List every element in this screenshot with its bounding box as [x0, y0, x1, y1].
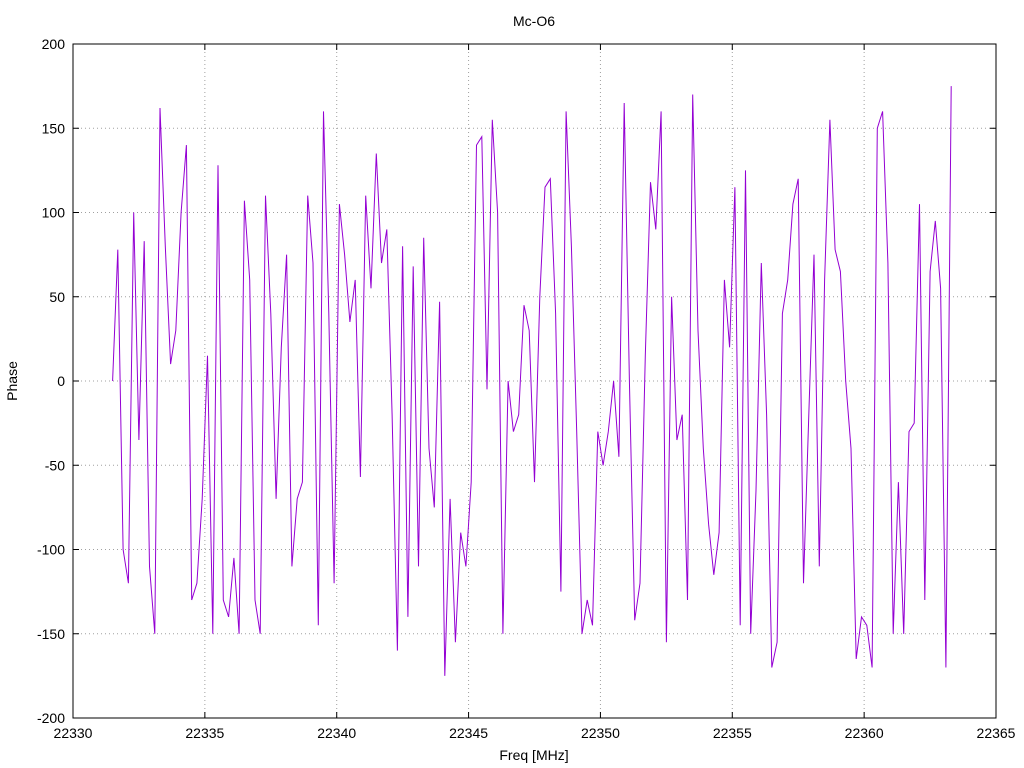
series-line-phase — [112, 86, 952, 676]
x-tick-label: 22350 — [581, 725, 620, 741]
chart-title: Mc-O6 — [513, 13, 555, 29]
y-tick-label: 0 — [57, 373, 65, 389]
x-tick-label: 22335 — [185, 725, 224, 741]
x-tick-label: 22355 — [713, 725, 752, 741]
y-tick-label: -150 — [37, 626, 65, 642]
y-tick-label: 150 — [42, 120, 66, 136]
y-tick-label: -100 — [37, 542, 65, 558]
x-tick-label: 22345 — [449, 725, 488, 741]
y-tick-label: -200 — [37, 710, 65, 726]
x-axis-label: Freq [MHz] — [499, 747, 568, 763]
y-tick-label: 200 — [42, 36, 66, 52]
y-axis-label: Phase — [4, 361, 20, 401]
y-tick-label: 100 — [42, 205, 66, 221]
x-tick-label: 22360 — [845, 725, 884, 741]
plot-frame — [72, 43, 997, 719]
y-tick-label: -50 — [45, 457, 65, 473]
x-tick-label: 22330 — [54, 725, 93, 741]
x-tick-label: 22365 — [977, 725, 1016, 741]
x-tick-label: 22340 — [317, 725, 356, 741]
y-tick-label: 50 — [49, 289, 65, 305]
ticks-layer: 22330 22335 22340 22345 22350 22355 22360 22365… — [37, 36, 1016, 741]
grid-layer — [73, 44, 996, 718]
